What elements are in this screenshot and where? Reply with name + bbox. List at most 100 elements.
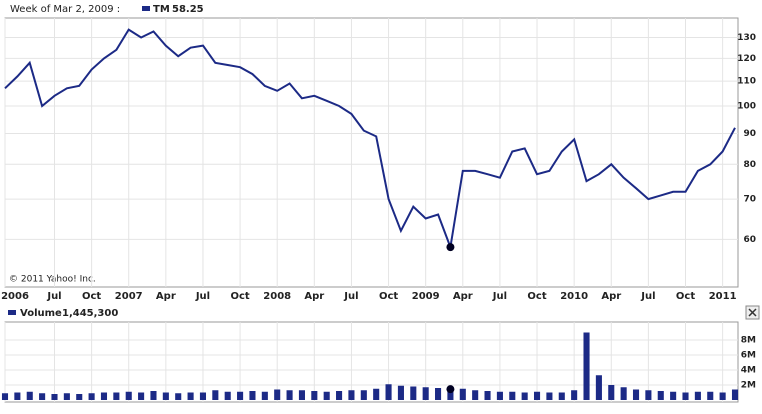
- close-icon: [748, 308, 757, 317]
- volume-bar: [224, 391, 231, 400]
- volume-bar: [311, 391, 318, 400]
- volume-bar: [63, 393, 70, 400]
- x-tick-label: Jul: [46, 291, 61, 302]
- volume-bar: [199, 392, 207, 400]
- volume-bar: [645, 390, 652, 400]
- legend-name: Volume: [20, 308, 62, 319]
- volume-bar: [521, 392, 528, 400]
- x-tick-label: 2008: [263, 291, 291, 302]
- volume-bar: [51, 394, 58, 400]
- volume-bar: [571, 390, 578, 400]
- cursor-dot: [446, 385, 455, 394]
- y-tick-label: 8M: [741, 336, 756, 346]
- x-tick-label: 2007: [115, 291, 143, 302]
- volume-bar: [509, 391, 516, 400]
- x-tick-label: Oct: [527, 291, 546, 302]
- volume-bar: [632, 389, 640, 400]
- volume-bar: [719, 392, 726, 400]
- volume-bar: [274, 389, 281, 400]
- volume-bar: [373, 388, 380, 400]
- x-tick-label: 2011: [709, 291, 737, 302]
- volume-bar: [558, 392, 565, 400]
- legend-name: TM: [153, 4, 170, 15]
- volume-bar: [113, 392, 120, 400]
- volume-bar: [472, 390, 479, 400]
- price-panel: [4, 17, 739, 288]
- volume-bar: [657, 391, 664, 400]
- x-tick-label: 2010: [560, 291, 588, 302]
- copyright: © 2011 Yahoo! Inc.: [9, 275, 96, 285]
- volume-bar: [162, 392, 169, 400]
- y-tick-label: 110: [737, 77, 756, 87]
- volume-bar: [212, 390, 219, 400]
- y-tick-label: 80: [743, 160, 756, 170]
- volume-bar: [14, 392, 21, 400]
- volume-bar: [138, 392, 145, 400]
- volume-bar: [323, 391, 330, 400]
- volume-bar: [546, 392, 553, 400]
- x-tick-label: Apr: [304, 291, 324, 302]
- volume-bar: [100, 392, 108, 400]
- volume-bar: [336, 391, 343, 400]
- volume-bar: [608, 385, 615, 400]
- volume-bar: [435, 388, 442, 400]
- volume-bar: [237, 391, 244, 400]
- volume-bar: [26, 391, 33, 400]
- volume-bar: [583, 332, 590, 400]
- y-tick-label: 70: [743, 195, 756, 205]
- legend-value: 1,445,300: [62, 308, 118, 319]
- x-tick-label: Oct: [82, 291, 101, 302]
- volume-bar: [620, 387, 627, 400]
- x-tick-label: Jul: [343, 291, 358, 302]
- x-tick-label: Apr: [601, 291, 621, 302]
- volume-bar: [150, 391, 157, 400]
- volume-bar: [731, 389, 739, 400]
- x-tick-label: Oct: [379, 291, 398, 302]
- legend-swatch: [142, 6, 150, 11]
- y-tick-label: 130: [737, 33, 756, 43]
- y-tick-label: 4M: [741, 366, 756, 376]
- cursor-label: Week of Mar 2, 2009 :: [10, 4, 120, 15]
- volume-bar: [1, 393, 9, 400]
- volume-bar: [447, 389, 454, 400]
- volume-bar: [422, 387, 429, 400]
- volume-bar: [76, 394, 83, 400]
- x-tick-label: Apr: [453, 291, 473, 302]
- volume-bar: [286, 390, 293, 400]
- volume-panel: [4, 321, 739, 403]
- volume-bar: [533, 391, 541, 400]
- close-button[interactable]: [745, 305, 760, 320]
- cursor-dot: [446, 243, 455, 252]
- y-tick-label: 100: [737, 101, 756, 111]
- volume-bar: [298, 390, 305, 400]
- legend-swatch: [8, 310, 16, 315]
- x-tick-label: Apr: [156, 291, 176, 302]
- volume-bar: [261, 391, 268, 400]
- volume-bar: [670, 391, 677, 400]
- volume-bar: [682, 392, 689, 400]
- volume-bar: [348, 390, 355, 400]
- volume-bar: [397, 385, 404, 400]
- volume-bar: [496, 391, 503, 400]
- volume-bar: [125, 391, 132, 400]
- x-tick-label: Jul: [195, 291, 210, 302]
- volume-bar: [410, 386, 417, 400]
- x-tick-label: 2006: [1, 291, 29, 302]
- y-tick-label: 6M: [741, 351, 756, 361]
- x-tick-label: Jul: [640, 291, 655, 302]
- x-tick-label: Jul: [492, 291, 507, 302]
- x-tick-label: Oct: [676, 291, 695, 302]
- y-tick-label: 60: [743, 235, 756, 245]
- volume-bar: [175, 393, 182, 400]
- x-tick-label: 2009: [412, 291, 440, 302]
- volume-bar: [484, 391, 491, 400]
- volume-bar: [595, 375, 602, 400]
- volume-bar: [459, 388, 466, 400]
- volume-bar: [385, 384, 392, 400]
- x-tick-label: Oct: [230, 291, 249, 302]
- volume-bar: [88, 393, 95, 400]
- y-tick-label: 2M: [741, 381, 756, 391]
- volume-bar: [187, 392, 194, 400]
- volume-bar: [39, 393, 46, 400]
